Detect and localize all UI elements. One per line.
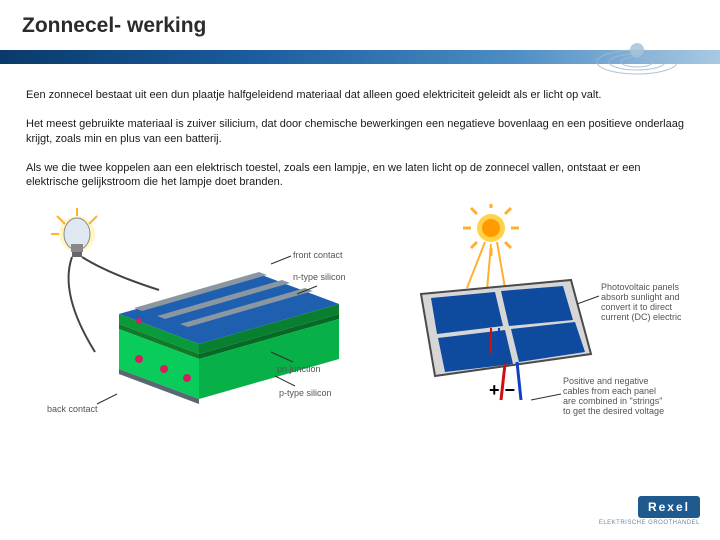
lightbulb-icon <box>51 208 97 257</box>
content-area: Een zonnecel bestaat uit een dun plaatje… <box>0 68 720 429</box>
svg-text:n-type silicon: n-type silicon <box>293 272 346 282</box>
svg-text:p-type silicon: p-type silicon <box>279 388 332 398</box>
title-bar: Zonnecel- werking <box>0 0 720 68</box>
sun-icon <box>463 204 519 290</box>
wire-left <box>69 257 95 352</box>
pv-panel-diagram: + − Photovoltaic panels absorb sunlight … <box>381 204 681 429</box>
paragraph-3: Als we die twee koppelen aan een elektri… <box>26 161 694 191</box>
logo-text: Rexel <box>638 496 700 518</box>
svg-text:convert it to direct: convert it to direct <box>601 302 673 312</box>
paragraph-2: Het meest gebruikte materiaal is zuiver … <box>26 117 694 147</box>
svg-text:Positive and negative: Positive and negative <box>563 376 649 386</box>
diagram-row: front contact n-type silicon pn junction… <box>26 204 694 429</box>
logo-tagline: ELEKTRISCHE GROOTHANDEL <box>599 520 700 526</box>
svg-text:to get the desired voltage: to get the desired voltage <box>563 406 664 416</box>
string-description: Positive and negative cables from each p… <box>531 376 664 416</box>
paragraph-1: Een zonnecel bestaat uit een dun plaatje… <box>26 88 694 103</box>
panel-description: Photovoltaic panels absorb sunlight and … <box>577 282 681 322</box>
svg-text:current (DC) electricity: current (DC) electricity <box>601 312 681 322</box>
solar-cell-diagram: front contact n-type silicon pn junction… <box>39 204 359 429</box>
page-title: Zonnecel- werking <box>22 14 720 38</box>
svg-text:pn junction: pn junction <box>277 364 321 374</box>
svg-text:Photovoltaic panels: Photovoltaic panels <box>601 282 680 292</box>
svg-text:are combined in "strings": are combined in "strings" <box>563 396 662 406</box>
wire-right <box>82 257 159 290</box>
plus-minus-label: + − <box>489 380 515 400</box>
svg-text:front contact: front contact <box>293 250 343 260</box>
cell-block <box>119 272 339 404</box>
svg-text:absorb sunlight and: absorb sunlight and <box>601 292 680 302</box>
brand-logo: Rexel ELEKTRISCHE GROOTHANDEL <box>599 496 700 526</box>
water-ripple-icon <box>592 36 682 84</box>
svg-text:back contact: back contact <box>47 404 98 414</box>
svg-text:cables from each panel: cables from each panel <box>563 386 656 396</box>
